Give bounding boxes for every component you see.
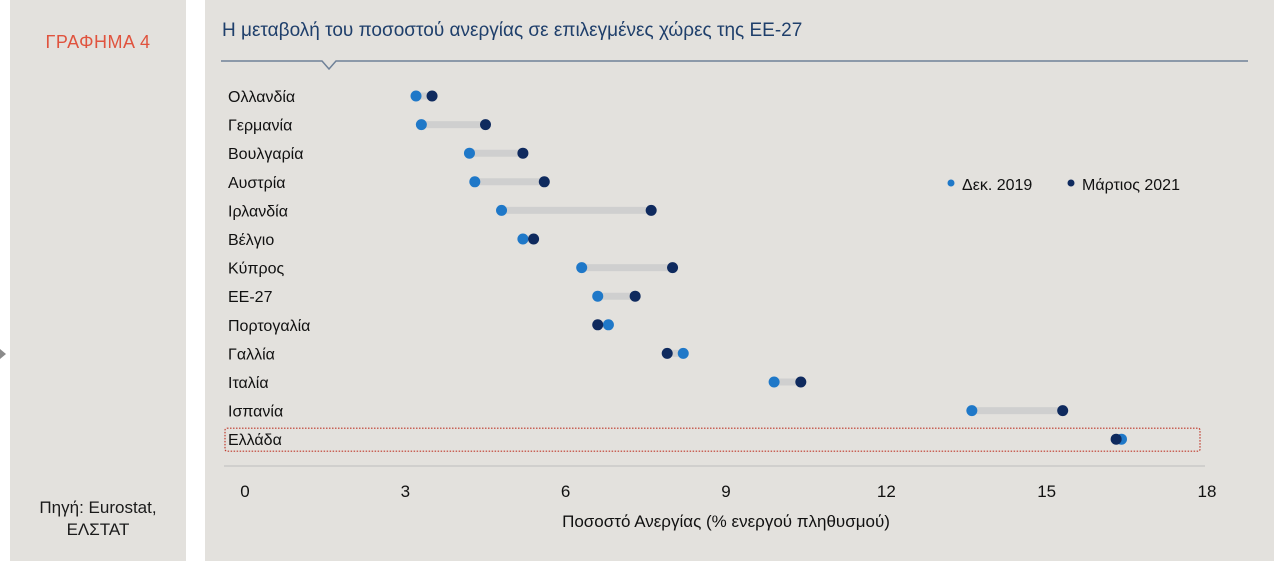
x-axis-title: Ποσοστό Ανεργίας (% ενεργού πληθυσμού): [562, 512, 890, 531]
legend-label: Δεκ. 2019: [962, 177, 1032, 194]
dot-march-2021: [629, 290, 641, 302]
highlight-box: [224, 427, 1201, 452]
dot-dec-2019: [463, 147, 475, 159]
category-label: Γαλλία: [228, 346, 275, 363]
source-line-1: Πηγή: Eurostat,: [39, 498, 157, 517]
category-label: Ιρλανδία: [228, 203, 288, 220]
dot-march-2021: [645, 204, 657, 216]
category-label: Βουλγαρία: [228, 146, 303, 163]
dot-dec-2019: [576, 262, 588, 274]
dot-dec-2019: [592, 290, 604, 302]
category-label: Ελλάδα: [228, 432, 282, 449]
x-tick-label: 12: [877, 482, 896, 501]
dot-march-2021: [528, 233, 540, 245]
dot-march-2021: [592, 319, 604, 331]
dot-march-2021: [661, 347, 673, 359]
dot-march-2021: [538, 176, 550, 188]
x-tick-label: 6: [561, 482, 570, 501]
category-label: Ισπανία: [228, 404, 283, 421]
dot-dec-2019: [410, 90, 422, 102]
dot-dec-2019: [517, 233, 529, 245]
legend-marker: [947, 179, 955, 187]
category-label: Αυστρία: [228, 175, 286, 192]
left-edge-strip: [0, 0, 10, 561]
figure-label: ΓΡΑΦΗΜΑ 4: [45, 32, 151, 52]
category-label: Γερμανία: [228, 118, 292, 135]
dot-march-2021: [1057, 405, 1069, 417]
dot-march-2021: [517, 147, 529, 159]
header-rule: [221, 60, 1248, 71]
legend-marker: [1067, 179, 1075, 187]
dumbbell-chart: Ολλανδία Γερμανία Βουλγαρία Αυστρία Ιρλανδία…: [221, 60, 1248, 531]
x-tick-label: 9: [721, 482, 730, 501]
dot-dec-2019: [677, 347, 689, 359]
legend-label: Μάρτιος 2021: [1082, 177, 1180, 194]
x-tick-label: 0: [240, 482, 249, 501]
dot-march-2021: [1110, 433, 1122, 445]
chart-title: Η μεταβολή του ποσοστού ανεργίας σε επιλ…: [222, 20, 803, 41]
dot-dec-2019: [415, 119, 427, 131]
x-tick-label: 15: [1037, 482, 1056, 501]
category-label: Ιταλία: [228, 375, 269, 392]
dot-dec-2019: [966, 405, 978, 417]
dot-march-2021: [795, 376, 807, 388]
source-line-2: ΕΛΣΤΑΤ: [66, 520, 130, 539]
source-note: Πηγή: Eurostat, ΕΛΣΤΑΤ: [10, 497, 186, 541]
category-label: Πορτογαλία: [228, 318, 310, 335]
panel-divider: [186, 0, 205, 561]
dot-dec-2019: [469, 176, 481, 188]
expand-arrow-icon[interactable]: [0, 349, 6, 359]
dot-march-2021: [480, 119, 491, 131]
category-label: Κύπρος: [228, 261, 284, 278]
x-tick-label: 3: [401, 482, 410, 501]
dot-dec-2019: [602, 319, 614, 331]
category-label: Βέλγιο: [228, 232, 274, 249]
dot-march-2021: [667, 262, 679, 274]
dot-dec-2019: [768, 376, 780, 388]
dot-march-2021: [426, 90, 438, 102]
side-panel: [10, 0, 186, 561]
x-tick-label: 18: [1198, 482, 1217, 501]
category-label: ΕΕ-27: [228, 289, 273, 306]
dot-dec-2019: [496, 204, 508, 216]
category-label: Ολλανδία: [228, 89, 295, 106]
